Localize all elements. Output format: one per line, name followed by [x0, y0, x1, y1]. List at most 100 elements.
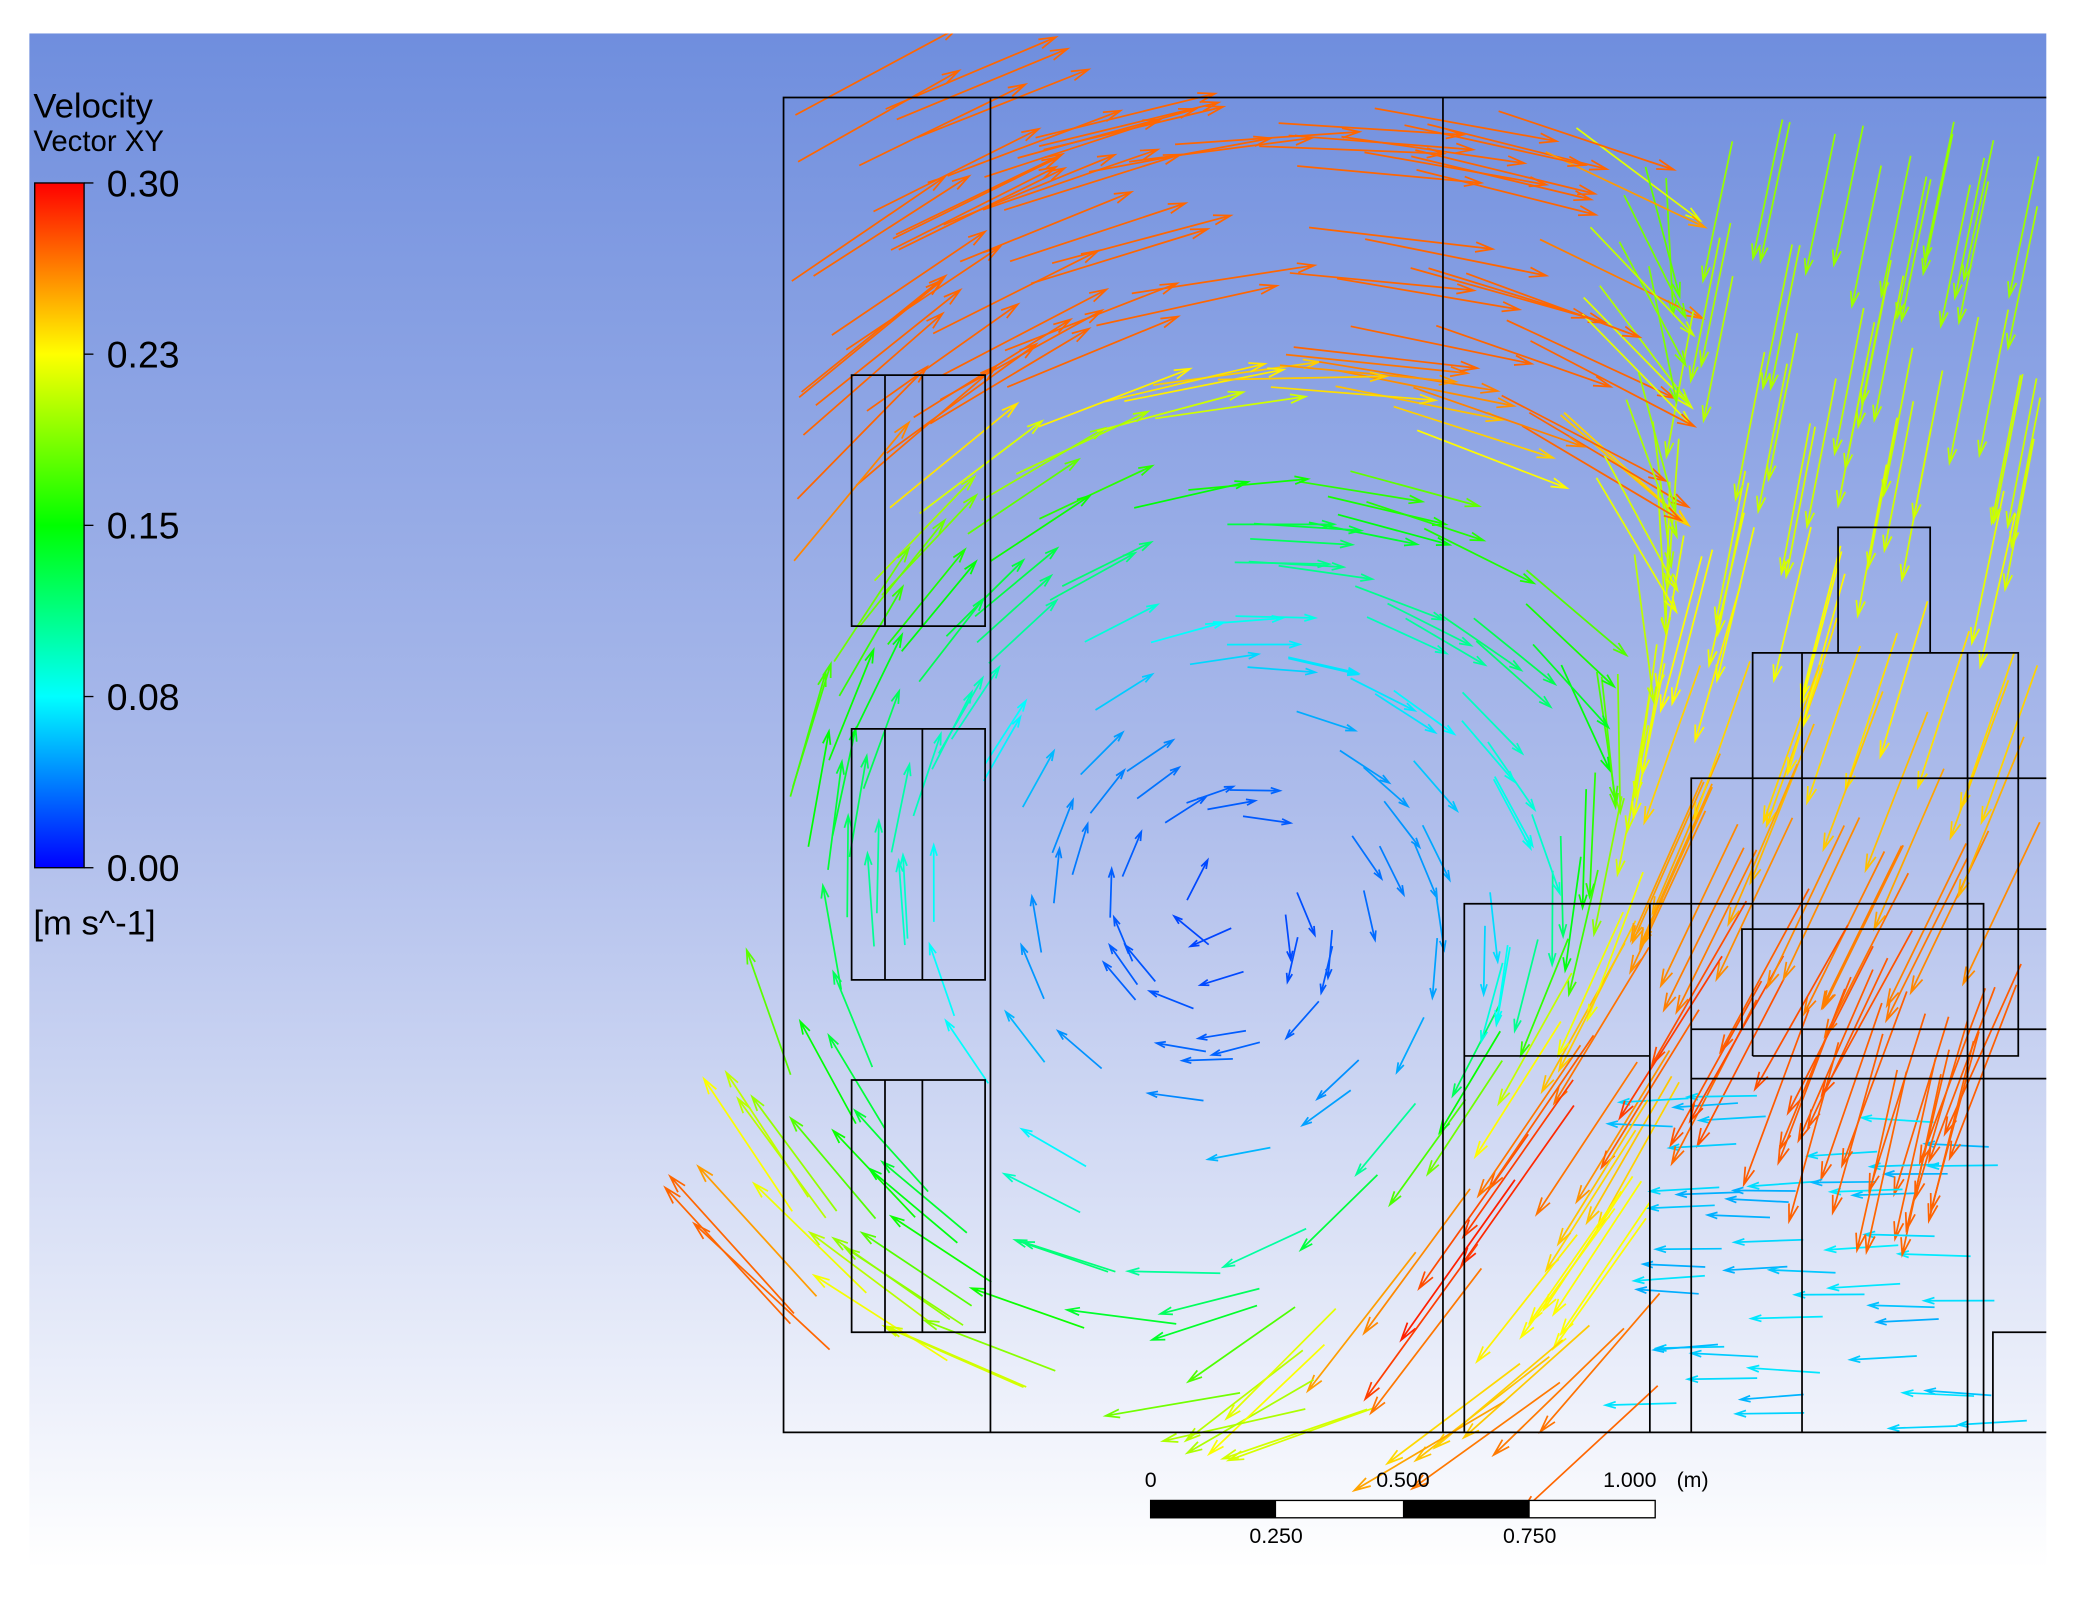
velocity-vector	[1847, 1355, 1917, 1364]
velocity-vector	[1882, 401, 1915, 554]
velocity-vector	[1337, 513, 1453, 546]
velocity-vector	[1461, 720, 1516, 784]
velocity-vector	[1884, 857, 1969, 1024]
velocity-vector	[1179, 1056, 1233, 1064]
velocity-vector	[873, 127, 1042, 213]
velocity-vector	[1531, 814, 1561, 897]
velocity-vector	[1102, 1391, 1241, 1419]
velocity-vector	[1296, 710, 1358, 732]
velocity-vector	[1021, 748, 1056, 808]
scale-unit: (m)	[1677, 1468, 1709, 1492]
velocity-vector	[1525, 569, 1629, 658]
velocity-vector	[1864, 711, 1929, 874]
velocity-vector	[1644, 166, 1681, 300]
velocity-vector	[2002, 438, 2035, 593]
velocity-vector	[1061, 540, 1154, 587]
velocity-vector	[967, 457, 1082, 535]
velocity-vector	[1308, 226, 1496, 253]
velocity-vector	[796, 364, 929, 500]
velocity-vector	[696, 1164, 818, 1297]
velocity-vector	[1631, 1274, 1705, 1285]
velocity-vector	[901, 559, 978, 652]
velocity-vector	[1804, 378, 1837, 530]
velocity-vector	[944, 1018, 990, 1084]
velocity-vector	[1501, 394, 1669, 483]
velocity-vector	[1197, 970, 1244, 987]
colorbar-tick-label: 0.00	[107, 847, 180, 889]
velocity-vector	[1219, 1408, 1368, 1460]
velocity-vector	[788, 1115, 877, 1220]
velocity-vector	[1684, 1092, 1757, 1101]
velocity-vector	[1556, 1099, 1649, 1247]
velocity-vector	[1823, 1244, 1899, 1254]
velocity-vector	[1715, 527, 1755, 684]
velocity-vector	[896, 47, 1071, 121]
velocity-vector	[1229, 786, 1283, 795]
velocity-vector	[1439, 613, 1524, 672]
velocity-vector	[1284, 1000, 1320, 1041]
velocity-vector	[1030, 228, 1211, 285]
velocity-vector	[1715, 482, 1750, 638]
velocity-vector	[1206, 1344, 1326, 1457]
velocity-vector	[1129, 134, 1316, 163]
velocity-vector	[1591, 796, 1623, 938]
velocity-vector	[1297, 165, 1485, 188]
velocity-vector	[1285, 936, 1299, 985]
velocity-vector	[1001, 1172, 1081, 1214]
scale-label: 0.750	[1503, 1524, 1557, 1548]
velocity-vector	[1777, 988, 1846, 1166]
velocity-vector	[1475, 1234, 1578, 1364]
velocity-vector	[1513, 939, 1539, 1034]
velocity-vector	[1051, 214, 1234, 265]
scale-bar: 0 0.500 1.000 (m) 0.250 0.750	[1145, 1468, 1709, 1548]
velocity-vector	[1822, 691, 1884, 853]
velocity-vector	[989, 493, 1093, 562]
velocity-vector	[1479, 962, 1504, 1045]
velocity-vector	[843, 812, 853, 918]
velocity-vector	[1171, 914, 1210, 946]
velocity-vector	[988, 598, 1059, 664]
velocity-vector	[1363, 1243, 1479, 1402]
velocity-vector	[879, 1159, 968, 1234]
velocity-vector	[1633, 554, 1657, 705]
velocity-vector	[1947, 316, 1980, 467]
velocity-vector	[1820, 845, 1903, 1011]
velocity-vector	[1300, 1089, 1352, 1128]
velocity-vector	[859, 517, 947, 627]
velocity-vector	[1881, 347, 1914, 498]
colorbar-tick-label: 0.30	[107, 162, 180, 204]
velocity-vector	[1369, 1267, 1483, 1416]
velocity-vector	[863, 850, 875, 947]
velocity-vector	[1596, 671, 1619, 803]
velocity-vector	[1393, 689, 1457, 736]
velocity-vector	[1104, 362, 1268, 403]
velocity-vector	[1855, 464, 1888, 619]
velocity-vector	[1227, 519, 1338, 529]
velocity-vector	[1039, 464, 1155, 520]
velocity-vector	[1421, 824, 1451, 883]
velocity-vector	[1404, 124, 1589, 168]
velocity-vector	[1209, 1041, 1261, 1057]
velocity-vector	[1900, 1074, 1942, 1258]
velocity-vector	[807, 728, 832, 847]
velocity-vector	[974, 546, 1060, 618]
velocity-vector	[1956, 181, 1990, 326]
velocity-vector	[1498, 110, 1677, 171]
velocity-vector	[1366, 616, 1450, 655]
velocity-vector	[1603, 455, 1679, 593]
velocity-vector	[1922, 121, 1955, 264]
velocity-vector	[1121, 829, 1143, 877]
velocity-vector	[1153, 1040, 1207, 1053]
velocity-vector	[1527, 1190, 1622, 1326]
velocity-vector	[1364, 238, 1550, 278]
velocity-vector	[724, 1069, 809, 1198]
velocity-vector	[929, 842, 938, 922]
velocity-vector	[1405, 617, 1488, 667]
velocity-vector	[1438, 1030, 1501, 1136]
velocity-vector	[850, 631, 904, 738]
legend-subtitle: Vector XY	[33, 125, 164, 158]
velocity-vector	[1855, 1069, 1899, 1254]
velocity-vector	[1629, 779, 1703, 943]
velocity-vector	[976, 573, 1054, 644]
legend-unit: [m s^-1]	[33, 904, 155, 942]
